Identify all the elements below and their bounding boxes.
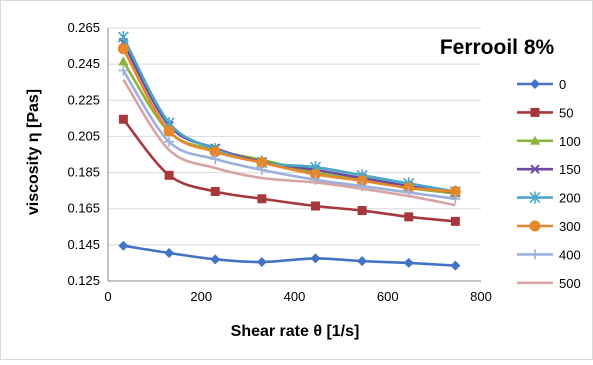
data-point-200 (117, 31, 129, 44)
y-tick-label: 0.265 (67, 20, 100, 35)
legend-item-300: 300 (517, 219, 581, 234)
data-point-400 (450, 193, 461, 204)
chart-title: Ferrooil 8% (440, 36, 555, 59)
data-point-50 (164, 170, 174, 180)
data-point-0 (450, 260, 461, 271)
data-point-50 (118, 114, 128, 124)
data-point-300 (256, 157, 268, 169)
data-point-0 (357, 256, 368, 267)
y-tick-label: 0.125 (67, 273, 100, 288)
legend-item-150: 150 (517, 162, 581, 177)
data-point-400 (118, 65, 129, 76)
data-point-50 (357, 206, 367, 216)
y-tick-label: 0.225 (67, 92, 100, 107)
legend-label: 0 (559, 77, 566, 92)
y-axis-label: viscosity η [Pas] (25, 89, 42, 215)
legend-label: 200 (559, 191, 581, 206)
legend-label: 50 (559, 105, 573, 120)
series-400 (118, 65, 461, 204)
series-300 (117, 43, 461, 198)
x-tick-label: 600 (377, 289, 399, 304)
legend-label: 400 (559, 247, 581, 262)
x-tick-label: 0 (104, 289, 111, 304)
data-point-50 (404, 212, 414, 222)
x-axis-label: Shear rate θ [1/s] (231, 323, 360, 340)
data-point-400 (210, 154, 221, 165)
data-point-0 (210, 254, 221, 265)
data-point-50 (450, 216, 460, 226)
series-500 (122, 78, 456, 207)
legend-marker (530, 135, 540, 145)
data-point-300 (117, 43, 129, 55)
legend: 0 50 100 150 200 300 400 500 (517, 77, 581, 291)
y-tick-label: 0.205 (67, 128, 100, 143)
data-point-300 (209, 146, 221, 158)
legend-marker (530, 79, 540, 89)
y-tick-label: 0.165 (67, 201, 100, 216)
series-50 (118, 114, 460, 226)
legend-item-500: 500 (517, 276, 581, 291)
legend-item-50: 50 (517, 105, 573, 120)
data-point-0 (310, 253, 321, 264)
data-point-0 (164, 247, 175, 258)
legend-marker (530, 164, 540, 174)
legend-marker (530, 107, 540, 117)
legend-item-200: 200 (517, 191, 581, 206)
legend-item-100: 100 (517, 134, 581, 149)
data-point-300 (449, 186, 461, 198)
data-point-300 (163, 125, 175, 137)
data-point-50 (257, 194, 267, 204)
data-point-400 (164, 136, 175, 147)
x-tick-label: 800 (470, 289, 492, 304)
legend-marker (529, 191, 541, 204)
legend-label: 100 (559, 134, 581, 149)
y-tick-label: 0.185 (67, 165, 100, 180)
legend-label: 500 (559, 276, 581, 291)
y-tick-label: 0.245 (67, 56, 100, 71)
data-point-300 (356, 175, 368, 187)
legend-marker (529, 220, 541, 232)
data-point-50 (310, 201, 320, 211)
data-point-100 (118, 56, 129, 66)
data-point-50 (210, 187, 220, 197)
data-point-0 (403, 257, 414, 268)
y-tick-label: 0.145 (67, 237, 100, 252)
series-line-500 (122, 78, 456, 207)
y-tick-labels: 0.125 0.145 0.165 0.185 0.205 0.225 0.245 0.265 (67, 20, 100, 288)
data-point-0 (256, 257, 267, 268)
series-0 (118, 240, 461, 271)
legend-item-0: 0 (517, 77, 566, 92)
legend-label: 300 (559, 219, 581, 234)
data-point-400 (256, 164, 267, 175)
axes (107, 28, 481, 282)
legend-item-400: 400 (517, 247, 581, 262)
x-tick-labels: 0 200 400 600 800 (104, 289, 491, 304)
x-tick-label: 400 (284, 289, 306, 304)
data-point-300 (309, 168, 321, 180)
legend-marker (530, 249, 540, 260)
series-lines (117, 31, 461, 271)
data-point-0 (118, 240, 129, 251)
x-tick-label: 200 (190, 289, 212, 304)
legend-label: 150 (559, 162, 581, 177)
